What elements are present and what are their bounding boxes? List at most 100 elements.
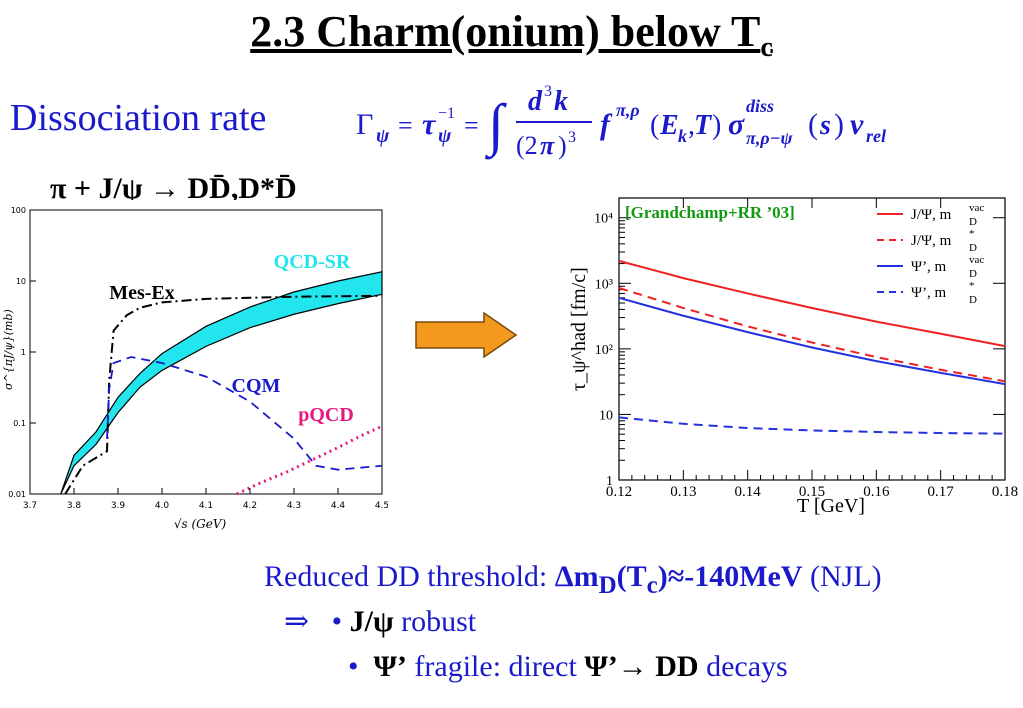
- pqcd-curve: [236, 424, 383, 496]
- svg-text:σ: σ: [728, 108, 745, 141]
- svg-text:ψ: ψ: [376, 125, 390, 147]
- jpsi-term: J/ψ: [349, 605, 394, 638]
- svg-text:π,ρ: π,ρ: [616, 100, 640, 120]
- svg-text:Γ: Γ: [356, 108, 373, 141]
- svg-text:d: d: [528, 86, 543, 117]
- legend-label-sub: D: [969, 216, 977, 228]
- svg-text:k: k: [554, 86, 568, 117]
- implies-icon: ⇒: [284, 605, 310, 638]
- threshold-prefix: Reduced DD threshold:: [264, 560, 555, 593]
- right-y-tick-label: 10⁴: [594, 212, 613, 227]
- legend-label-sub: D: [969, 242, 977, 254]
- cqm-curve: [106, 356, 383, 471]
- annotation-pqcd: pQCD: [298, 404, 354, 426]
- left-x-tick-label: 3.9: [111, 501, 126, 511]
- jpsi-text: robust: [393, 605, 477, 638]
- legend-label: Ψ’, m: [911, 259, 947, 275]
- delta-m: Δm: [554, 560, 599, 593]
- left-y-tick-label: 0.01: [8, 490, 26, 499]
- legend-label-sup: vac: [969, 254, 984, 266]
- lifetime-series-1: [618, 286, 1006, 383]
- decays-text: decays: [698, 650, 788, 683]
- legend-label-sup: vac: [969, 202, 984, 214]
- threshold-number: )≈-140MeV: [657, 560, 803, 593]
- citation-annotation: [Grandchamp+RR ’03]: [625, 203, 795, 222]
- reaction-label: π + J/ψ → DD̄,D*D̄: [50, 172, 297, 205]
- left-x-tick-label: 4.0: [155, 501, 170, 511]
- legend-label-sub: D: [969, 268, 977, 280]
- lifetime-chart: 0.12 0.13 0.14 0.15 0.16 0.17 0.18 1 10 10² 10³ 10⁴…: [541, 186, 1023, 524]
- left-x-tick-label: 4.2: [243, 501, 257, 511]
- svg-text:π: π: [540, 131, 555, 160]
- dissociation-rate-formula: Γ ψ = τ ψ −1 = ∫ d 3 k (2 π ) 3 f π,ρ ( …: [356, 83, 886, 160]
- lifetime-series-0: [618, 259, 1006, 348]
- right-y-axis-label: τ_ψ^had [fm/c]: [568, 267, 590, 391]
- left-y-axis-label: σ^{πJ/ψ}(mb): [2, 309, 15, 390]
- svg-text:(: (: [808, 108, 818, 141]
- legend-label-sub: D: [969, 294, 977, 306]
- left-x-tick-label: 4.3: [287, 501, 301, 511]
- bullet-icon: •: [348, 650, 359, 683]
- bullet-jpsi: ⇒ • J/ψ robust: [284, 604, 476, 639]
- qcd-sr-band: [60, 271, 383, 495]
- svg-text:(: (: [650, 110, 659, 141]
- left-x-tick-label: 4.4: [331, 501, 346, 511]
- slide-title: 2.3 Charm(onium) below Tc: [0, 6, 1023, 64]
- cross-section-chart: 3.7 3.8 3.9 4.0 4.1 4.2 4.3 4.4 4.5 0.01 0.1 1 10 100…: [0, 200, 388, 536]
- left-y-tick-label: 0.1: [13, 419, 26, 428]
- svg-text:rel: rel: [866, 126, 886, 146]
- right-y-tick-label: 10³: [595, 277, 613, 292]
- svg-text:): ): [558, 131, 567, 160]
- svg-text:s: s: [819, 110, 831, 141]
- threshold-value: ΔmD(Tc)≈-140MeV: [554, 560, 803, 599]
- svg-text:f: f: [600, 108, 613, 141]
- legend-label-sup: *: [969, 228, 975, 240]
- svg-text:∫: ∫: [484, 92, 507, 160]
- lifetime-series-3: [618, 416, 1006, 435]
- right-y-tick-label: 10: [599, 408, 613, 423]
- right-x-tick-label: 0.15: [799, 484, 825, 500]
- tc-open: (T: [616, 560, 647, 593]
- svg-text:=: =: [464, 111, 479, 140]
- bullet-psiprime: • Ψ’ fragile: direct Ψ’→ DD decays: [348, 650, 788, 684]
- svg-text:3: 3: [568, 129, 576, 146]
- svg-text:π,ρ−ψ: π,ρ−ψ: [746, 128, 794, 148]
- right-y-tick-label: 1: [606, 474, 613, 489]
- left-x-tick-label: 4.1: [199, 501, 213, 511]
- svg-text:−1: −1: [438, 105, 455, 122]
- lifetime-series-2: [618, 296, 1006, 386]
- svg-text:): ): [834, 108, 844, 141]
- svg-text:diss: diss: [746, 96, 774, 116]
- psiprime-decay: Ψ’→: [584, 650, 648, 683]
- delta-m-sub: D: [598, 572, 617, 599]
- svg-text:ψ: ψ: [438, 125, 452, 147]
- threshold-line: Reduced DD threshold: ΔmD(Tc)≈-140MeV (N…: [264, 560, 882, 600]
- dissociation-label: Dissociation rate: [10, 97, 267, 139]
- svg-text:,: ,: [688, 110, 695, 141]
- implies-arrow-icon: [415, 312, 518, 358]
- mes-ex-curve: [64, 294, 383, 495]
- svg-text:E: E: [659, 110, 679, 141]
- right-x-tick-label: 0.14: [735, 484, 762, 500]
- bullet-icon: •: [331, 605, 343, 638]
- threshold-suffix: (NJL): [802, 560, 882, 593]
- left-x-tick-label: 4.5: [375, 501, 388, 511]
- svg-text:τ: τ: [422, 108, 437, 141]
- left-x-tick-label: 3.7: [23, 501, 37, 511]
- left-x-axis-label: √s (GeV): [174, 517, 227, 531]
- left-y-tick-label: 1: [21, 348, 26, 357]
- left-y-tick-label: 10: [16, 277, 26, 286]
- annotation-cqm: CQM: [232, 375, 281, 397]
- title-main: 2.3 Charm(onium) below T: [250, 7, 761, 56]
- svg-text:k: k: [678, 126, 687, 146]
- right-y-tick-label: 10²: [595, 343, 613, 358]
- psiprime-term: Ψ’: [373, 650, 407, 683]
- svg-text:3: 3: [544, 83, 552, 100]
- svg-text:T: T: [694, 110, 713, 141]
- right-x-tick-label: 0.13: [670, 484, 696, 500]
- annotation-mes-ex: Mes-Ex: [109, 282, 175, 304]
- left-y-tick-label: 100: [11, 206, 26, 215]
- legend-label: J/Ψ, m: [911, 207, 952, 223]
- legend-label: Ψ’, m: [911, 285, 947, 301]
